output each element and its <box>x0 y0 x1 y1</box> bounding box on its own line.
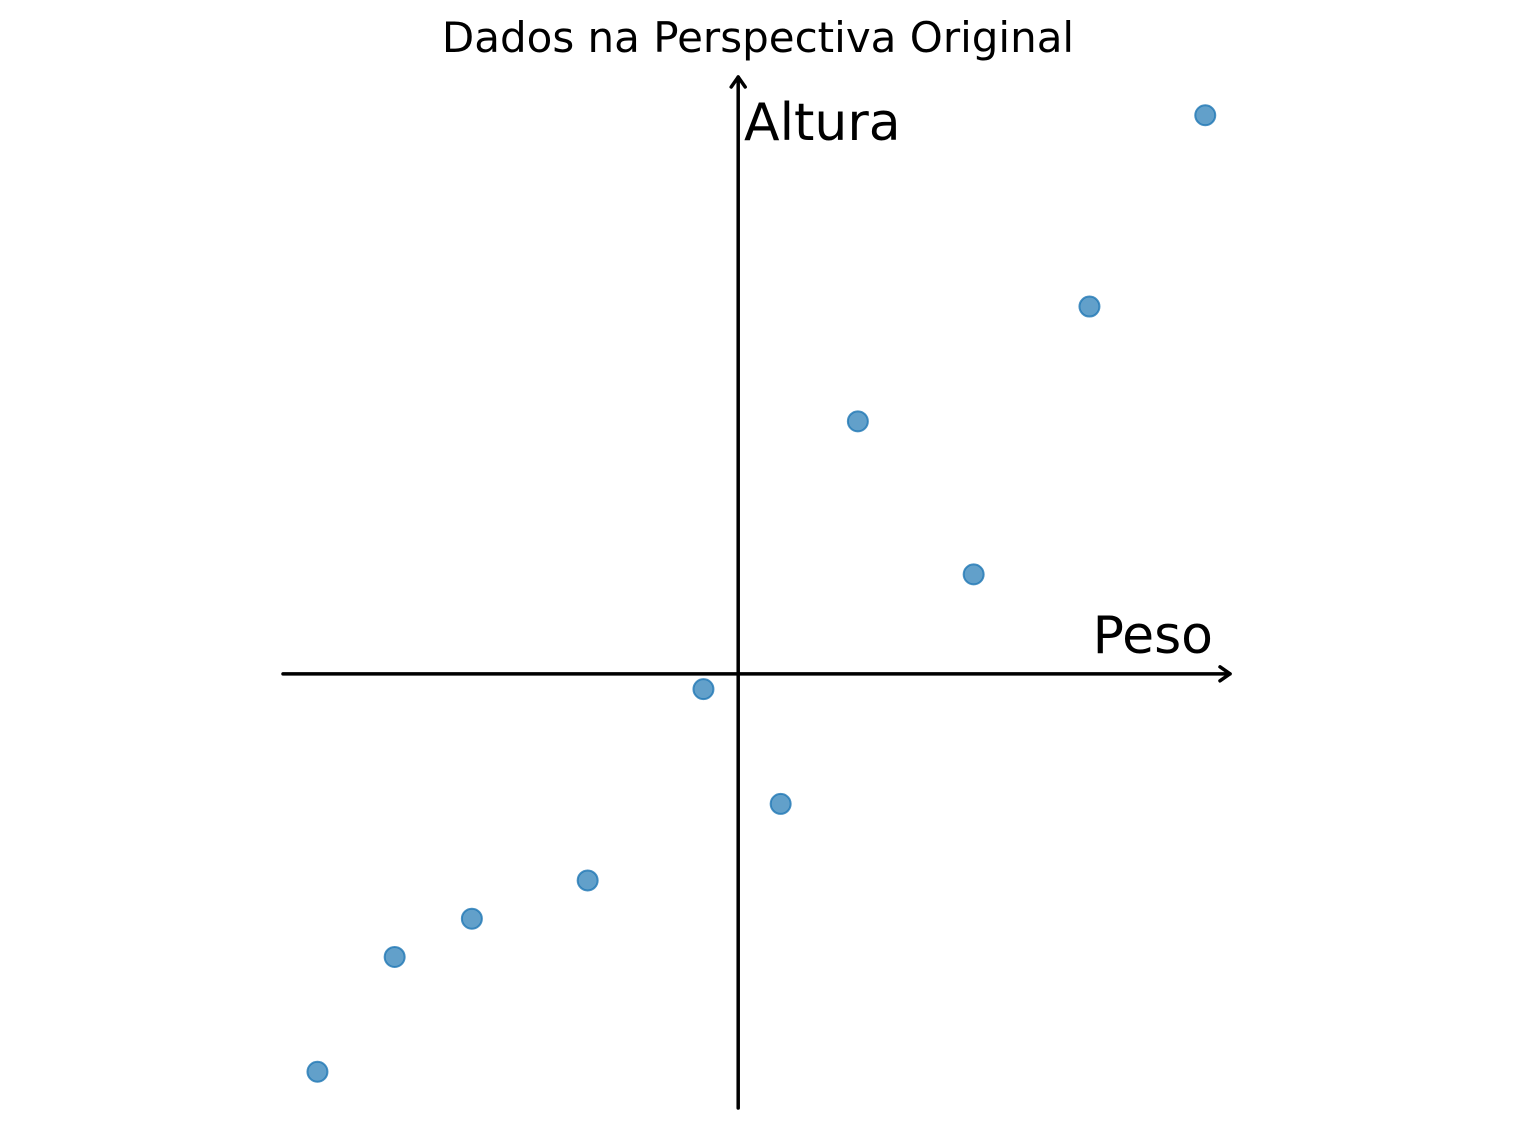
scatter-point-9 <box>1078 295 1101 318</box>
scatter-point-8 <box>962 563 985 586</box>
chart-title: Dados na Perspectiva Original <box>442 13 1074 62</box>
axes <box>281 75 1232 1110</box>
scatter-point-6 <box>769 792 792 815</box>
scatter-point-10 <box>1194 104 1217 127</box>
scatter-point-4 <box>576 869 599 892</box>
scatter-point-1 <box>306 1060 329 1083</box>
y-axis-arrowhead <box>729 75 747 89</box>
scatter-point-2 <box>383 945 406 968</box>
x-axis-arrowhead <box>1218 665 1232 683</box>
scatter-point-5 <box>692 678 715 701</box>
y-axis-label: Altura <box>744 93 901 153</box>
scatter-point-3 <box>460 907 483 930</box>
x-axis-label: Peso <box>1093 606 1213 666</box>
scatter-point-7 <box>846 410 869 433</box>
data-points <box>306 104 1217 1083</box>
